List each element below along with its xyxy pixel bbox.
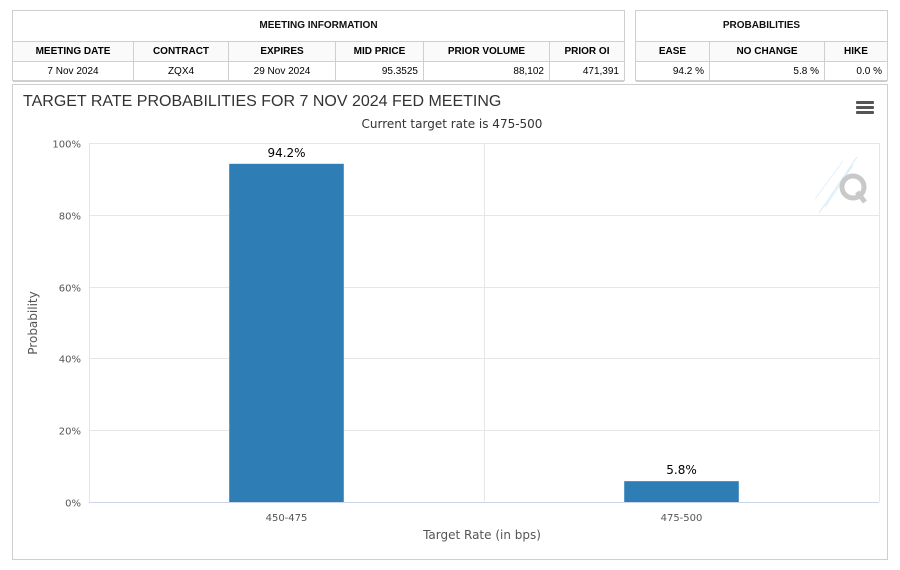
grid-lines	[89, 143, 880, 503]
menu-bar	[856, 111, 874, 114]
header-contract: CONTRACT	[134, 42, 229, 61]
y-tick-label: 80%	[59, 212, 81, 223]
y-tick-label: 20%	[59, 427, 81, 438]
header-hike: HIKE	[844, 46, 868, 57]
header-expires: EXPIRES	[229, 42, 336, 61]
y-tick-label: 60%	[59, 284, 81, 295]
header-mid-price: MID PRICE	[336, 42, 424, 61]
data-label: 5.8%	[666, 463, 697, 477]
y-axis-title: Probability	[26, 291, 40, 354]
x-tick-label: 450-475	[266, 513, 308, 524]
meeting-information-title: MEETING INFORMATION	[13, 11, 624, 42]
data-labels: 94.2% 5.8%	[267, 146, 696, 477]
header-prior-oi: PRIOR OI	[564, 46, 610, 57]
hike-value: 0.0 %	[856, 66, 882, 77]
probabilities-title: PROBABILITIES	[636, 11, 887, 42]
probabilities-value-row: 94.2 % 5.8 % 0.0 %	[636, 62, 887, 82]
y-tick-label: 0%	[65, 499, 81, 510]
bar-450-475[interactable]	[229, 163, 344, 502]
no-change-value: 5.8 %	[710, 62, 825, 81]
bar-475-500[interactable]	[624, 481, 739, 502]
header-meeting-date: MEETING DATE	[13, 42, 134, 61]
menu-bar	[856, 106, 874, 109]
x-axis-title: Target Rate (in bps)	[422, 528, 541, 542]
meeting-info-value-row: 7 Nov 2024 ZQX4 29 Nov 2024 95.3525 88,1…	[13, 62, 624, 82]
chart-title: TARGET RATE PROBABILITIES FOR 7 NOV 2024…	[23, 93, 501, 110]
data-label: 94.2%	[267, 146, 305, 160]
q-logo-icon	[814, 156, 867, 214]
target-rate-chart: TARGET RATE PROBABILITIES FOR 7 NOV 2024…	[12, 84, 888, 560]
probabilities-panel: PROBABILITIES EASE NO CHANGE HIKE 94.2 %…	[635, 10, 888, 82]
header-no-change: NO CHANGE	[710, 42, 825, 61]
meeting-info-header-row: MEETING DATE CONTRACT EXPIRES MID PRICE …	[13, 42, 624, 62]
prior-oi-value: 471,391	[582, 66, 619, 77]
mid-price-value: 95.3525	[336, 62, 424, 81]
hamburger-menu-icon[interactable]	[856, 101, 874, 115]
meeting-information-panel: MEETING INFORMATION MEETING DATE CONTRAC…	[12, 10, 625, 82]
contract-value: ZQX4	[134, 62, 229, 81]
x-axis-ticks: 450-475 475-500	[266, 513, 703, 524]
y-axis-ticks: 0% 20% 40% 60% 80% 100%	[52, 140, 81, 510]
header-ease: EASE	[636, 42, 710, 61]
chart-canvas: TARGET RATE PROBABILITIES FOR 7 NOV 2024…	[23, 93, 880, 542]
probabilities-header-row: EASE NO CHANGE HIKE	[636, 42, 887, 62]
header-prior-volume: PRIOR VOLUME	[424, 42, 550, 61]
bars	[229, 163, 739, 502]
prior-volume-value: 88,102	[424, 62, 550, 81]
ease-value: 94.2 %	[636, 62, 710, 81]
x-tick-label: 475-500	[661, 513, 703, 524]
menu-bar	[856, 101, 874, 104]
y-tick-label: 40%	[59, 355, 81, 366]
expires-value: 29 Nov 2024	[229, 62, 336, 81]
meeting-date-value: 7 Nov 2024	[13, 62, 134, 81]
chart-subtitle: Current target rate is 475-500	[362, 117, 543, 131]
y-tick-label: 100%	[52, 140, 81, 151]
